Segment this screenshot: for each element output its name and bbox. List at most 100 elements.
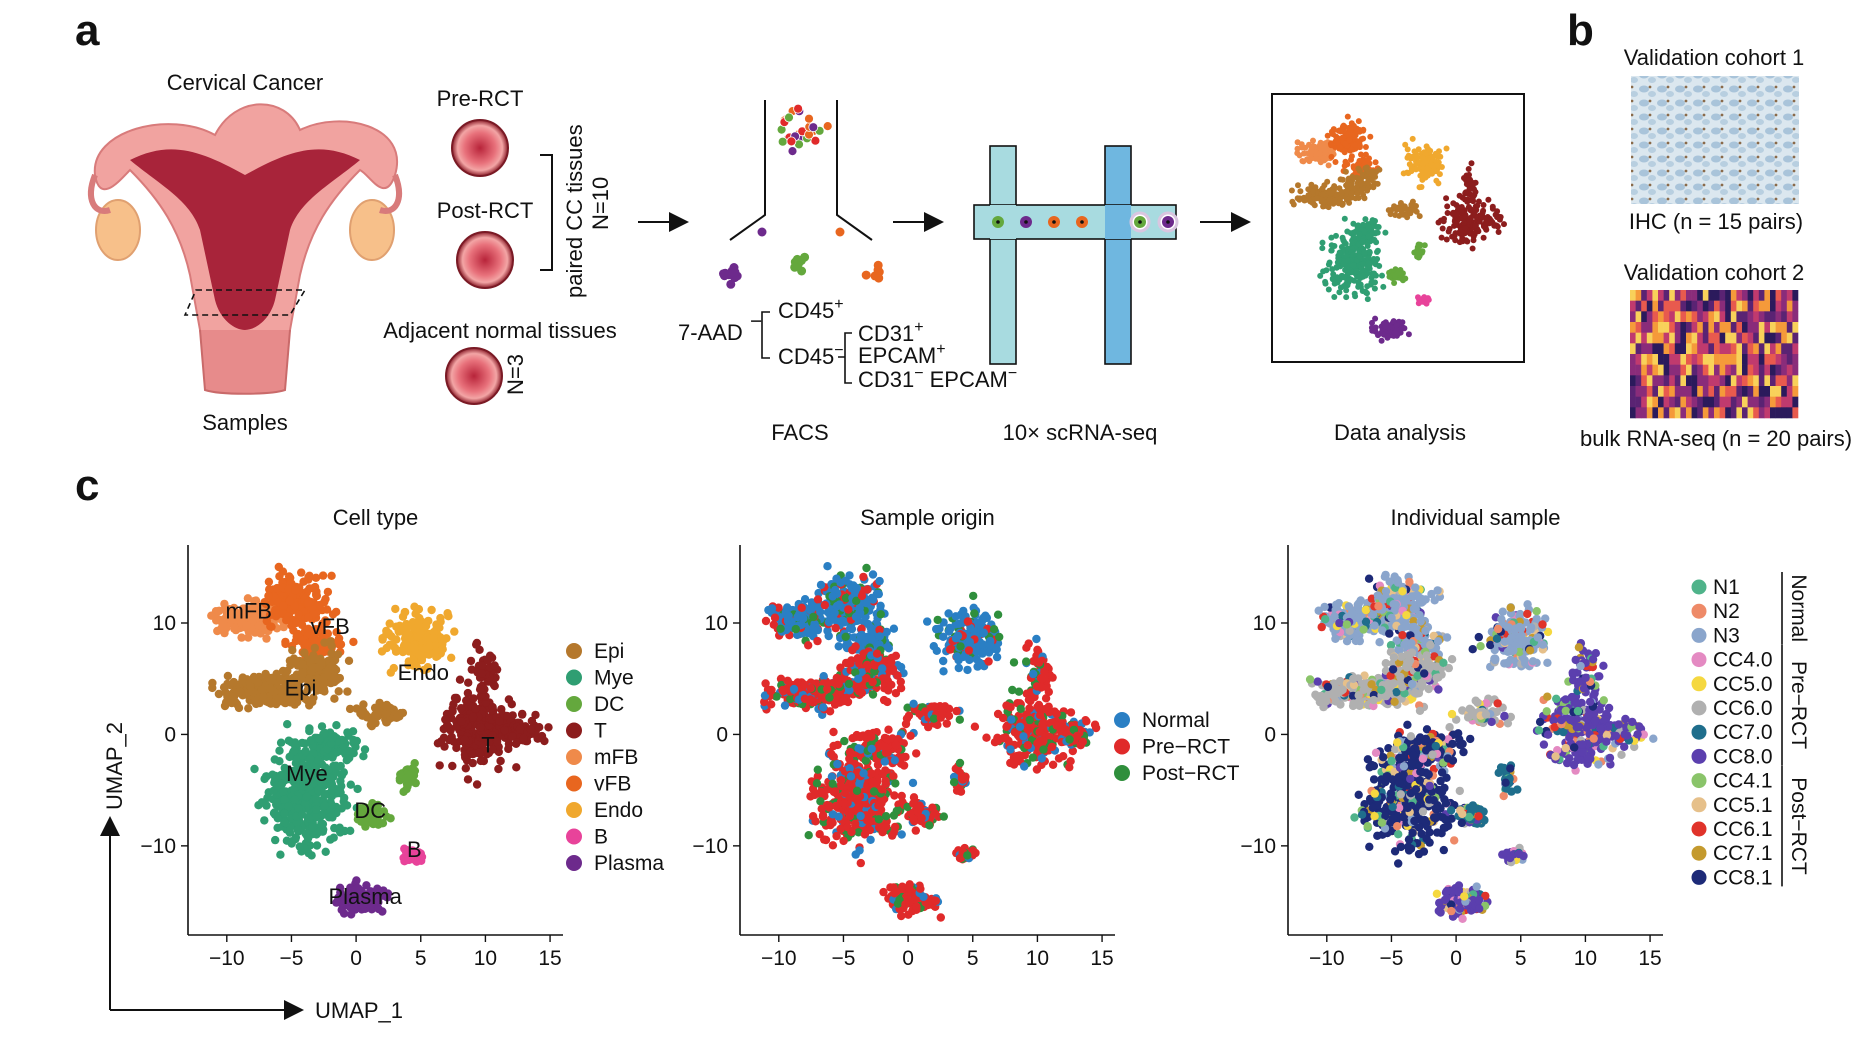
heatmap-cell	[1664, 322, 1670, 333]
thumb-point	[1340, 177, 1346, 183]
heatmap-cell	[1759, 290, 1765, 301]
heatmap-cell	[1714, 386, 1720, 397]
cell-dot	[794, 104, 803, 113]
heatmap-cell	[1703, 407, 1709, 418]
thumb-point	[1349, 174, 1355, 180]
point	[378, 635, 386, 643]
point	[291, 586, 299, 594]
thumb-point	[1328, 248, 1334, 254]
heatmap-cell	[1764, 301, 1770, 312]
thumb-point	[1305, 150, 1311, 156]
point	[392, 646, 400, 654]
heatmap-cell	[1686, 397, 1692, 408]
heatmap-cell	[1742, 343, 1748, 354]
heatmap-cell	[1770, 311, 1776, 322]
legend-marker	[566, 829, 582, 845]
heatmap-cell	[1781, 354, 1787, 365]
heatmap-cell	[1636, 333, 1642, 344]
heatmap-cell	[1675, 333, 1681, 344]
thumb-point	[1408, 156, 1414, 162]
paired-n: N=10	[588, 177, 613, 230]
point	[890, 625, 898, 633]
point	[862, 564, 870, 572]
thumb-point	[1433, 178, 1439, 184]
heatmap-cell	[1731, 290, 1737, 301]
thumb-point	[1369, 271, 1375, 277]
heatmap-cell	[1720, 322, 1726, 333]
heatmap-cell	[1636, 386, 1642, 397]
heatmap-cell	[1697, 322, 1703, 333]
heatmap-cell	[1669, 343, 1675, 354]
thumb-point	[1493, 222, 1499, 228]
analysis-step-label: Data analysis	[1334, 420, 1466, 445]
point	[332, 721, 340, 729]
thumb-point	[1340, 237, 1346, 243]
legend-label: vFB	[594, 773, 631, 796]
heatmap-cell	[1675, 301, 1681, 312]
post-rct-label: Post-RCT	[437, 198, 534, 223]
heatmap-cell	[1714, 311, 1720, 322]
thumb-point	[1319, 245, 1325, 251]
point	[313, 841, 321, 849]
point	[263, 673, 271, 681]
heatmap-cell	[1770, 343, 1776, 354]
heatmap-cell	[1708, 333, 1714, 344]
heatmap-cell	[1703, 397, 1709, 408]
point	[391, 605, 399, 613]
heatmap-cell	[1792, 301, 1798, 312]
point	[839, 697, 847, 705]
microfluidic-chip	[974, 146, 1177, 364]
point	[383, 702, 391, 710]
heatmap-cell	[1658, 386, 1664, 397]
heatmap-cell	[1630, 290, 1636, 301]
point	[985, 648, 993, 656]
heatmap-cell	[1731, 375, 1737, 386]
cohort2-caption: bulk RNA-seq (n = 20 pairs)	[1580, 426, 1852, 451]
heatmap-cell	[1759, 333, 1765, 344]
thumb-point	[1357, 254, 1363, 260]
thumb-point	[1366, 233, 1372, 239]
point	[540, 737, 548, 745]
point	[404, 630, 412, 638]
thumb-point	[1361, 228, 1367, 234]
point	[457, 717, 465, 725]
heatmap-cell	[1792, 322, 1798, 333]
heatmap-cell	[1748, 407, 1754, 418]
point	[271, 606, 279, 614]
heatmap-cell	[1792, 343, 1798, 354]
heatmap-cell	[1731, 354, 1737, 365]
thumb-point	[1440, 226, 1446, 232]
heatmap-cell	[1647, 290, 1653, 301]
point	[464, 679, 472, 687]
point	[386, 814, 394, 822]
heatmap-cell	[1697, 365, 1703, 376]
thumb-point	[1302, 198, 1308, 204]
heatmap-cell	[1753, 290, 1759, 301]
heatmap-cell	[1641, 322, 1647, 333]
heatmap-cell	[1714, 333, 1720, 344]
point	[324, 588, 332, 596]
heatmap-cell	[1697, 301, 1703, 312]
heatmap-cell	[1770, 322, 1776, 333]
legend-label: mFB	[594, 746, 638, 769]
point	[934, 616, 942, 624]
thumb-point	[1453, 221, 1459, 227]
x-tick-label: 0	[350, 947, 362, 970]
heatmap-cell	[1742, 333, 1748, 344]
heatmap-cell	[1652, 290, 1658, 301]
heatmap-cell	[1764, 386, 1770, 397]
adjacent-normal-label: Adjacent normal tissues	[383, 318, 617, 343]
heatmap-cell	[1720, 301, 1726, 312]
heatmap-cell	[1781, 397, 1787, 408]
point	[283, 720, 291, 728]
point	[322, 848, 330, 856]
point	[771, 614, 779, 622]
cluster-label-vfb: vFB	[311, 614, 350, 639]
heatmap-cell	[1708, 290, 1714, 301]
heatmap-cell	[1781, 333, 1787, 344]
point	[979, 640, 987, 648]
heatmap-cell	[1630, 301, 1636, 312]
heatmap-cell	[1708, 322, 1714, 333]
heatmap-cell	[1647, 365, 1653, 376]
